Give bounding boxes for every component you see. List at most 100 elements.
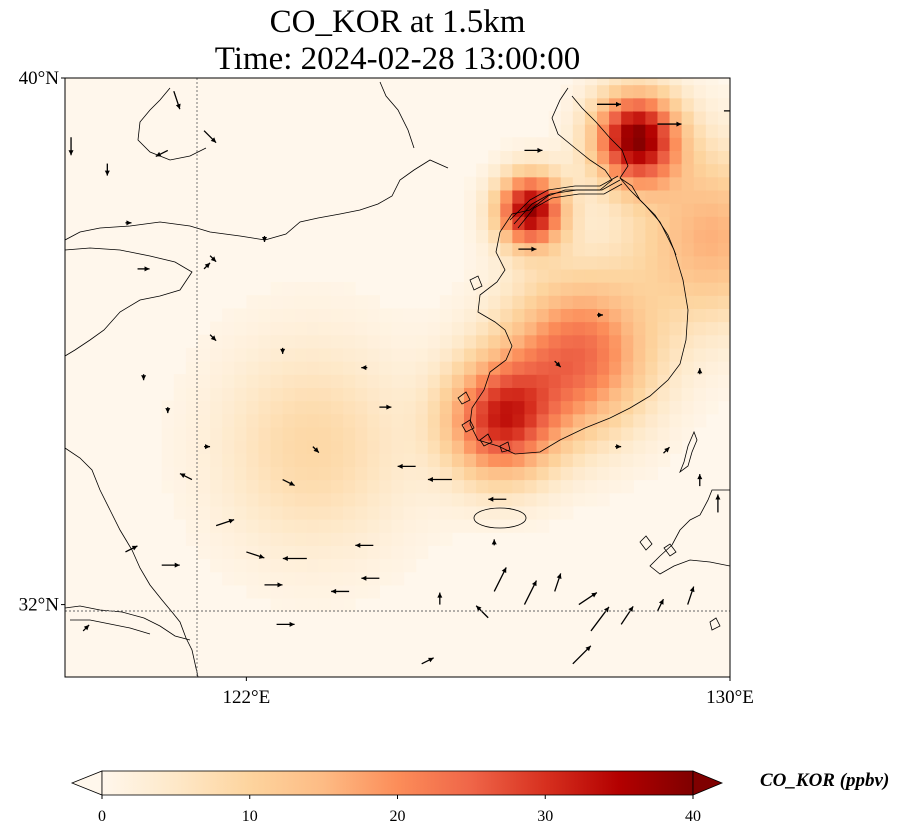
field-cell <box>234 545 247 560</box>
field-cell <box>560 268 574 283</box>
field-cell <box>343 440 356 454</box>
field-cell <box>415 492 429 507</box>
field-cell <box>270 584 284 599</box>
field-cell <box>318 413 332 428</box>
field-cell <box>500 453 513 467</box>
field-cell <box>294 321 308 336</box>
field-cell <box>584 387 598 402</box>
field-cell <box>536 308 550 323</box>
field-cell <box>609 479 622 494</box>
field-cell <box>318 545 332 560</box>
field-cell <box>306 387 320 402</box>
field-cell <box>198 361 211 375</box>
field-cell <box>572 308 586 323</box>
field-cell <box>343 532 356 546</box>
field-cell <box>258 453 272 467</box>
wind-arrow <box>68 137 74 156</box>
field-cell <box>294 571 308 586</box>
field-cell <box>331 308 344 323</box>
map-time-subtitle: Time: 2024-02-28 13:00:00 <box>214 41 581 77</box>
field-cell <box>234 308 247 323</box>
field-cell <box>572 137 586 152</box>
field-cell <box>512 440 526 454</box>
tsushima-island <box>679 430 698 474</box>
field-cell <box>705 124 719 138</box>
field-cell <box>306 321 320 336</box>
field-cell <box>584 400 598 415</box>
field-cell <box>488 440 501 454</box>
field-cell <box>693 124 707 138</box>
field-cell <box>488 176 501 191</box>
map-title: CO_KOR at 1.5km <box>269 4 526 40</box>
wind-arrow <box>209 255 217 263</box>
field-cell <box>512 295 526 309</box>
field-cell <box>621 479 634 494</box>
field-cell <box>173 479 187 494</box>
field-cell <box>572 78 586 86</box>
field-cell <box>621 374 634 388</box>
field-cell <box>294 347 308 362</box>
field-cell <box>294 387 308 402</box>
wind-arrow <box>554 360 562 368</box>
china-east-coastline <box>65 447 199 677</box>
field-cell <box>597 492 610 507</box>
field-cell <box>669 387 683 402</box>
field-cell <box>633 466 646 481</box>
wind-arrow <box>355 542 374 548</box>
shandong-coastline <box>65 247 193 357</box>
field-cell <box>331 532 344 546</box>
field-cell <box>331 361 344 375</box>
field-cell <box>355 347 368 362</box>
field-cell <box>318 519 332 533</box>
field-cell <box>294 440 308 454</box>
field-cell <box>717 163 730 178</box>
field-cell <box>512 361 526 375</box>
field-cell <box>185 492 199 507</box>
field-cell <box>693 268 707 283</box>
field-cell <box>464 308 477 323</box>
field-cell <box>572 150 586 165</box>
field-cell <box>391 479 405 494</box>
field-cell <box>560 400 574 415</box>
field-cell <box>500 282 513 296</box>
field-cell <box>681 413 695 428</box>
field-cell <box>439 426 453 441</box>
field-cell <box>609 229 622 244</box>
field-cell <box>705 203 719 217</box>
field-cell <box>597 334 610 349</box>
field-cell <box>536 203 550 217</box>
field-cell <box>609 216 622 230</box>
field-cell <box>270 505 284 520</box>
field-cell <box>210 413 223 428</box>
field-cell <box>464 479 477 494</box>
field-cell <box>681 347 695 362</box>
field-cell <box>488 334 501 349</box>
field-cell <box>464 519 477 533</box>
field-cell <box>403 519 417 533</box>
field-cell <box>464 400 477 415</box>
field-cell <box>524 453 538 467</box>
field-cell <box>210 492 223 507</box>
field-cell <box>476 308 489 323</box>
field-cell <box>343 492 356 507</box>
field-cell <box>355 519 368 533</box>
field-cell <box>609 361 622 375</box>
field-cell <box>512 413 526 428</box>
field-cell <box>536 137 550 152</box>
field-cell <box>681 255 695 270</box>
field-cell <box>536 295 550 309</box>
field-cell <box>451 387 465 402</box>
field-cell <box>198 413 211 428</box>
field-cell <box>597 440 610 454</box>
field-cell <box>391 308 405 323</box>
field-cell <box>633 387 646 402</box>
field-cell <box>693 400 707 415</box>
field-cell <box>609 203 622 217</box>
field-cell <box>669 97 683 112</box>
wind-arrow <box>361 365 368 371</box>
field-cell <box>294 466 308 481</box>
field-cell <box>597 137 610 152</box>
field-cell <box>306 334 320 349</box>
field-cell <box>198 479 211 494</box>
field-cell <box>584 334 598 349</box>
